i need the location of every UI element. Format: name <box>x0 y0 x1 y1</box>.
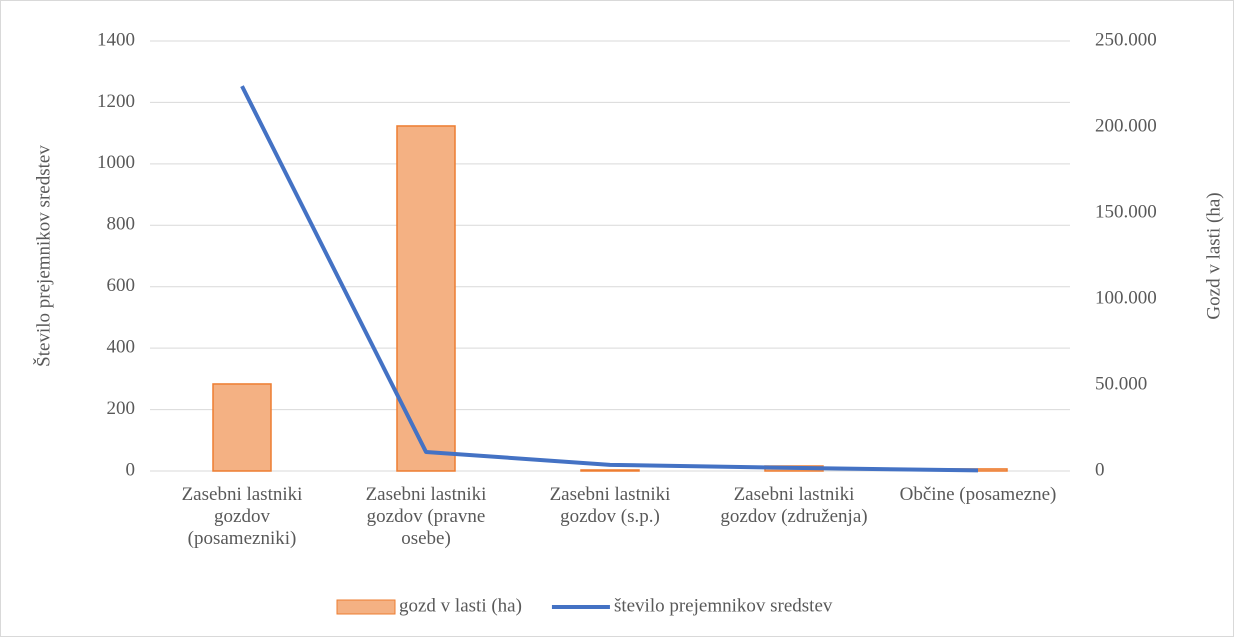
bar <box>212 383 272 472</box>
y-tick-label: 600 <box>107 275 136 296</box>
y2-tick-label: 250.000 <box>1095 29 1157 50</box>
y-tick-label: 1000 <box>97 152 135 173</box>
y-tick-label: 1200 <box>97 91 135 112</box>
legend-label: število prejemnikov sredstev <box>614 595 833 616</box>
x-tick-label: Zasebni lastniki gozdov (posamezniki) <box>182 484 303 549</box>
y2-tick-label: 50.000 <box>1095 373 1147 394</box>
y2-tick-label: 150.000 <box>1095 201 1157 222</box>
legend-label: gozd v lasti (ha) <box>399 595 522 616</box>
y-tick-label: 400 <box>107 337 136 358</box>
y2-tick-label: 0 <box>1095 459 1105 480</box>
y-tick-label: 200 <box>107 398 136 419</box>
y-tick-label: 0 <box>126 459 136 480</box>
x-tick-label: Zasebni lastniki gozdov (s.p.) <box>550 484 671 527</box>
y-axis-title: Število prejemnikov sredstev <box>32 145 54 367</box>
x-tick-label: Občine (posamezne) <box>900 484 1057 505</box>
line <box>240 85 979 473</box>
y2-tick-label: 100.000 <box>1095 287 1157 308</box>
bar <box>396 125 456 472</box>
x-tick-label: Zasebni lastniki gozdov (pravne osebe) <box>366 484 487 549</box>
legend-swatch <box>336 599 396 615</box>
y-tick-label: 1400 <box>97 29 135 50</box>
y2-axis-title: Gozd v lasti (ha) <box>1203 192 1224 319</box>
x-tick-label: Zasebni lastniki gozdov (združenja) <box>720 484 867 527</box>
y-tick-label: 800 <box>107 214 136 235</box>
y2-tick-label: 200.000 <box>1095 115 1157 136</box>
bar <box>580 469 640 472</box>
